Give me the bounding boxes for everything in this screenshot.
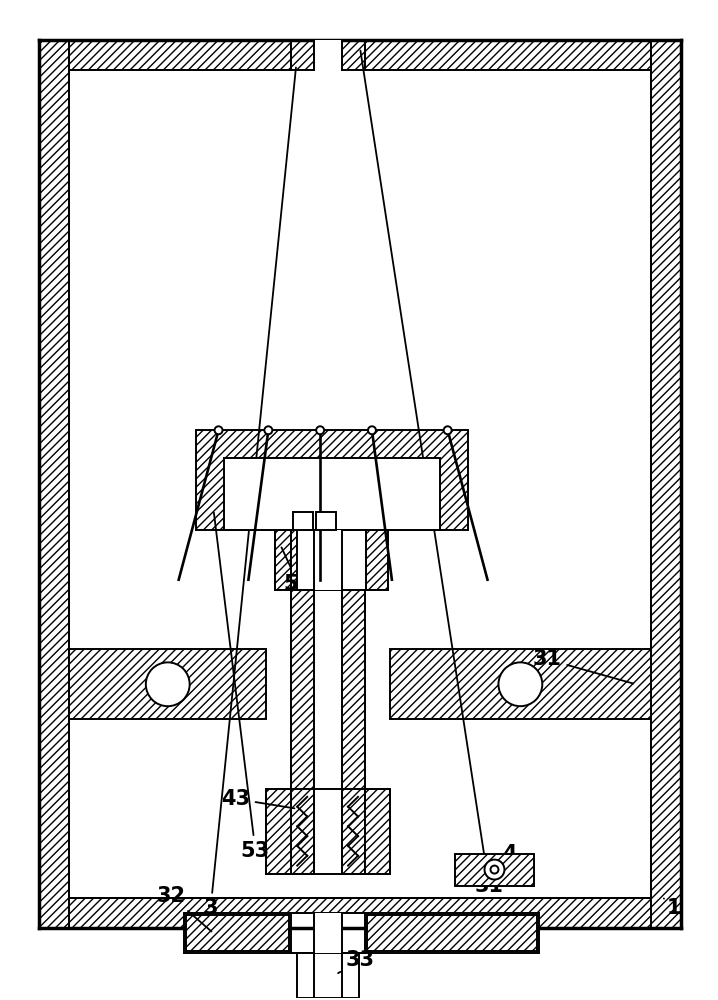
Circle shape: [146, 662, 190, 706]
Bar: [651, 40, 681, 928]
Bar: [184, 913, 539, 953]
Bar: [275, 530, 297, 590]
Bar: [454, 854, 534, 886]
Circle shape: [485, 860, 505, 880]
Text: 4: 4: [477, 844, 517, 864]
Circle shape: [215, 426, 223, 434]
Bar: [292, 590, 314, 874]
Bar: [69, 40, 651, 898]
Text: 53: 53: [214, 513, 270, 861]
Bar: [367, 915, 537, 951]
Bar: [314, 913, 342, 953]
Text: 31: 31: [360, 51, 503, 896]
Text: 43: 43: [221, 789, 294, 809]
Bar: [186, 915, 289, 951]
Bar: [39, 40, 69, 928]
Bar: [316, 512, 336, 530]
Bar: [69, 649, 266, 719]
Circle shape: [444, 426, 452, 434]
Circle shape: [316, 426, 324, 434]
Bar: [365, 789, 390, 874]
Text: 32: 32: [157, 886, 212, 931]
Bar: [297, 530, 366, 590]
Text: 31: 31: [533, 649, 633, 684]
Text: 33: 33: [338, 950, 375, 973]
Bar: [297, 953, 359, 998]
Circle shape: [498, 662, 542, 706]
Bar: [195, 430, 467, 530]
Bar: [69, 40, 292, 70]
Bar: [390, 649, 651, 719]
Bar: [314, 789, 342, 874]
Text: 1: 1: [664, 898, 681, 918]
Bar: [342, 40, 365, 70]
Bar: [366, 530, 388, 590]
Bar: [342, 530, 365, 590]
Bar: [39, 898, 681, 928]
Bar: [293, 512, 313, 530]
Bar: [292, 40, 314, 70]
Bar: [314, 590, 342, 874]
Bar: [292, 530, 314, 590]
Bar: [365, 40, 651, 70]
Bar: [342, 590, 365, 874]
Circle shape: [368, 426, 376, 434]
Bar: [266, 789, 292, 874]
Bar: [223, 458, 439, 530]
Circle shape: [264, 426, 272, 434]
Text: 3: 3: [203, 67, 296, 918]
Bar: [314, 40, 342, 70]
Bar: [292, 913, 365, 953]
Text: 5: 5: [316, 520, 332, 582]
Text: 41: 41: [495, 859, 524, 879]
Text: 52: 52: [281, 547, 313, 594]
Bar: [314, 530, 342, 590]
